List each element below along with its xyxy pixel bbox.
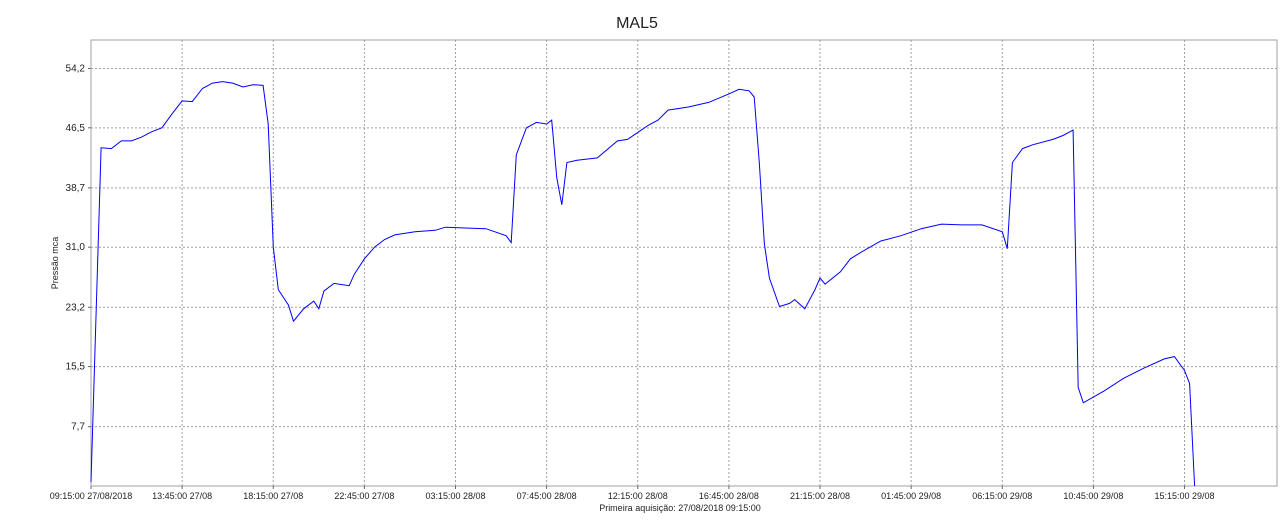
y-axis-label: Pressão mca: [50, 237, 60, 290]
x-tick-label: 18:15:00 27/08: [243, 491, 303, 501]
plot-frame: [90, 39, 1278, 487]
y-tick-label: 54,2: [66, 64, 86, 75]
y-tick-label: 23,2: [66, 302, 86, 313]
x-tick-label: 22:45:00 27/08: [334, 491, 394, 501]
y-tick-label: 46,5: [66, 123, 86, 134]
x-tick-label: 16:45:00 28/08: [699, 491, 759, 501]
x-tick-label: 03:15:00 28/08: [425, 491, 485, 501]
x-tick-label: 06:15:00 29/08: [972, 491, 1032, 501]
x-tick-label: 13:45:00 27/08: [152, 491, 212, 501]
x-tick-label: 09:15:00 27/08/2018: [50, 491, 133, 501]
x-tick-label: 15:15:00 29/08: [1154, 491, 1214, 501]
x-tick-label: 07:45:00 28/08: [517, 491, 577, 501]
y-tick-label: 15,5: [66, 362, 86, 373]
data-line: [90, 81, 1196, 487]
y-tick-label: 38,7: [66, 183, 86, 194]
x-tick-label: 01:45:00 29/08: [881, 491, 941, 501]
x-tick-label: 10:45:00 29/08: [1063, 491, 1123, 501]
x-tick-label: 21:15:00 28/08: [790, 491, 850, 501]
y-tick-label: 31,0: [66, 242, 86, 253]
y-tick-label: 7,7: [71, 422, 85, 433]
x-tick-label: 12:15:00 28/08: [608, 491, 668, 501]
chart-title: MAL5: [616, 15, 658, 32]
x-axis-label: Primeira aquisição: 27/08/2018 09:15:00: [599, 503, 761, 513]
